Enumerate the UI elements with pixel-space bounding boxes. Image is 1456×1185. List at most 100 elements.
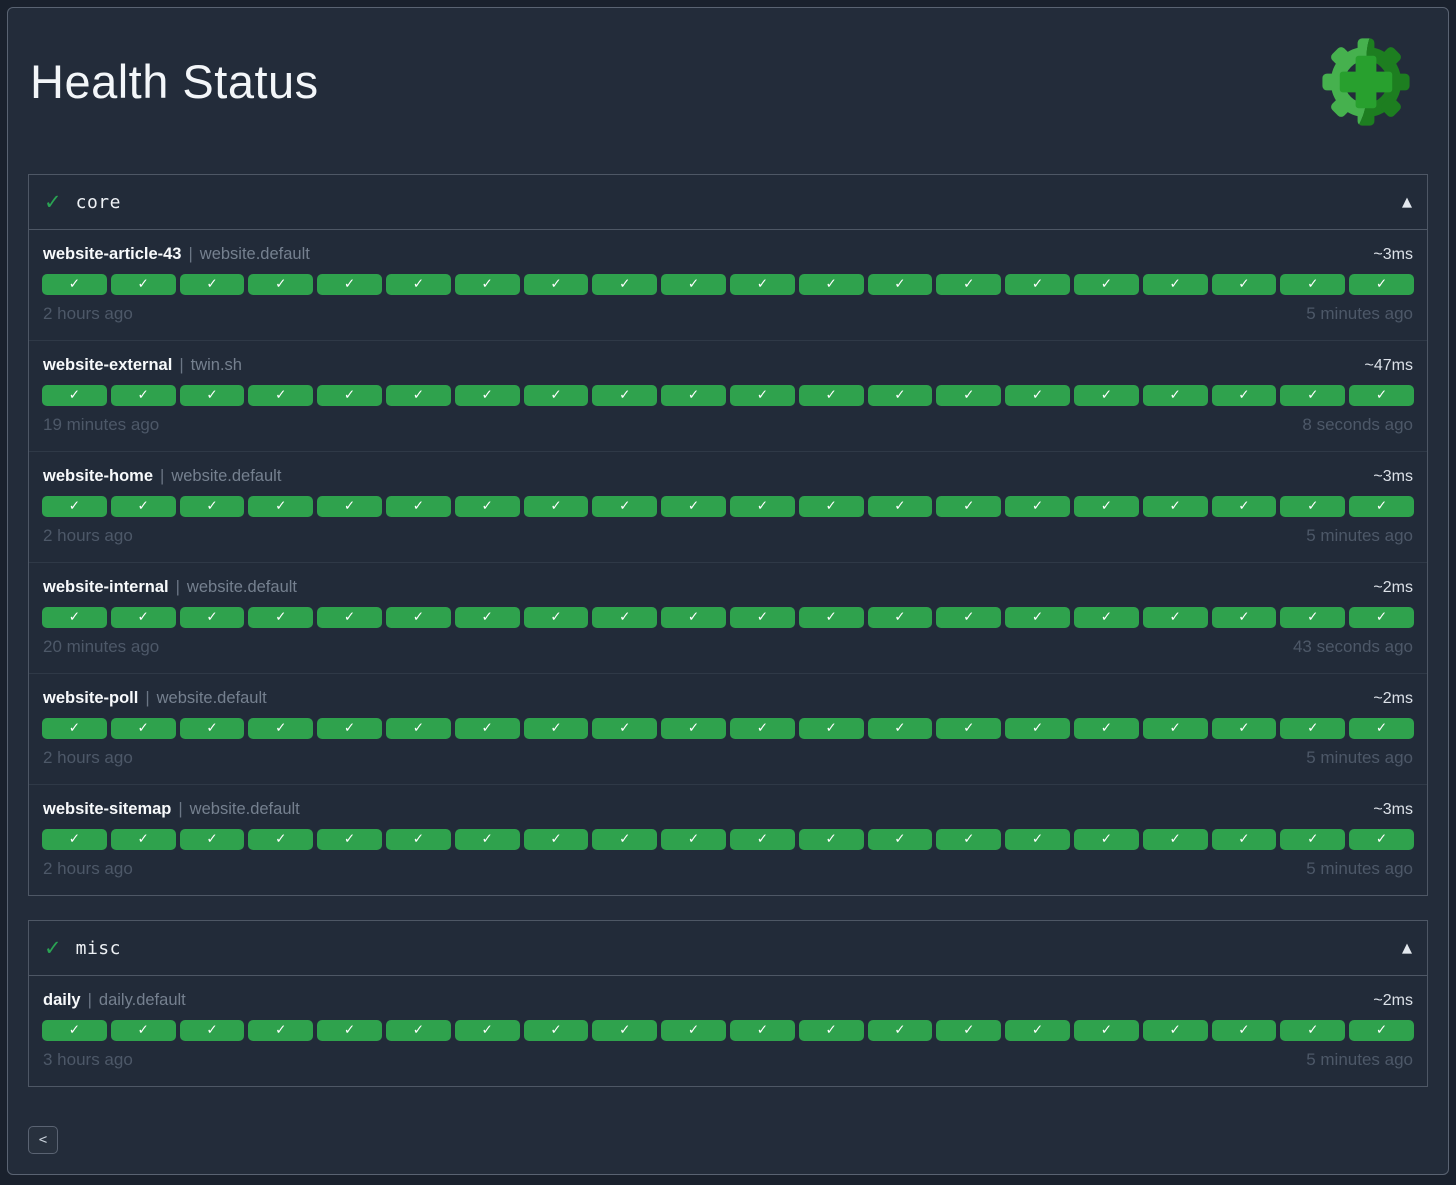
status-pill-up[interactable]: ✓: [1005, 496, 1070, 517]
status-pill-up[interactable]: ✓: [867, 385, 933, 406]
status-pill-up[interactable]: ✓: [523, 718, 589, 739]
status-pill-up[interactable]: ✓: [42, 718, 107, 739]
status-pill-up[interactable]: ✓: [1005, 829, 1070, 850]
status-pill-up[interactable]: ✓: [523, 385, 589, 406]
status-pill-up[interactable]: ✓: [42, 385, 107, 406]
status-pill-up[interactable]: ✓: [936, 496, 1002, 517]
status-pill-up[interactable]: ✓: [729, 718, 795, 739]
status-pill-up[interactable]: ✓: [1211, 274, 1277, 295]
status-pill-up[interactable]: ✓: [385, 718, 451, 739]
status-pill-up[interactable]: ✓: [110, 496, 176, 517]
status-pill-up[interactable]: ✓: [1142, 385, 1208, 406]
status-pill-up[interactable]: ✓: [936, 385, 1002, 406]
status-pill-up[interactable]: ✓: [1211, 496, 1277, 517]
status-pill-up[interactable]: ✓: [317, 496, 382, 517]
status-pill-up[interactable]: ✓: [1280, 1020, 1346, 1041]
status-pill-up[interactable]: ✓: [248, 1020, 314, 1041]
status-pill-up[interactable]: ✓: [1349, 496, 1414, 517]
status-pill-up[interactable]: ✓: [592, 607, 658, 628]
status-pill-up[interactable]: ✓: [248, 718, 314, 739]
status-pill-up[interactable]: ✓: [798, 607, 864, 628]
status-pill-up[interactable]: ✓: [661, 1020, 726, 1041]
status-pill-up[interactable]: ✓: [42, 829, 107, 850]
status-pill-up[interactable]: ✓: [936, 829, 1002, 850]
status-pill-up[interactable]: ✓: [661, 496, 726, 517]
status-pill-up[interactable]: ✓: [1349, 274, 1414, 295]
status-pill-up[interactable]: ✓: [523, 496, 589, 517]
status-pill-up[interactable]: ✓: [729, 1020, 795, 1041]
status-pill-up[interactable]: ✓: [385, 385, 451, 406]
status-pill-up[interactable]: ✓: [1280, 607, 1346, 628]
status-pill-up[interactable]: ✓: [1349, 607, 1414, 628]
status-pill-up[interactable]: ✓: [729, 274, 795, 295]
status-pill-up[interactable]: ✓: [42, 607, 107, 628]
status-pill-up[interactable]: ✓: [1211, 829, 1277, 850]
status-pill-up[interactable]: ✓: [523, 607, 589, 628]
status-pill-up[interactable]: ✓: [1073, 274, 1139, 295]
status-pill-up[interactable]: ✓: [385, 1020, 451, 1041]
status-pill-up[interactable]: ✓: [248, 385, 314, 406]
status-pill-up[interactable]: ✓: [1211, 607, 1277, 628]
status-pill-up[interactable]: ✓: [179, 718, 245, 739]
status-pill-up[interactable]: ✓: [1280, 496, 1346, 517]
status-pill-up[interactable]: ✓: [523, 1020, 589, 1041]
status-pill-up[interactable]: ✓: [1280, 274, 1346, 295]
status-pill-up[interactable]: ✓: [592, 274, 658, 295]
status-pill-up[interactable]: ✓: [1211, 718, 1277, 739]
status-pill-up[interactable]: ✓: [454, 385, 520, 406]
status-pill-up[interactable]: ✓: [1073, 718, 1139, 739]
status-pill-up[interactable]: ✓: [592, 385, 658, 406]
status-pill-up[interactable]: ✓: [385, 496, 451, 517]
section-header[interactable]: ✓ misc ▲: [29, 921, 1427, 976]
status-pill-up[interactable]: ✓: [592, 718, 658, 739]
status-pill-up[interactable]: ✓: [1349, 385, 1414, 406]
status-pill-up[interactable]: ✓: [661, 718, 726, 739]
status-pill-up[interactable]: ✓: [1005, 718, 1070, 739]
status-pill-up[interactable]: ✓: [317, 718, 382, 739]
status-pill-up[interactable]: ✓: [454, 607, 520, 628]
status-pill-up[interactable]: ✓: [1005, 274, 1070, 295]
status-pill-up[interactable]: ✓: [729, 385, 795, 406]
status-pill-up[interactable]: ✓: [1142, 1020, 1208, 1041]
status-pill-up[interactable]: ✓: [729, 607, 795, 628]
status-pill-up[interactable]: ✓: [936, 274, 1002, 295]
status-pill-up[interactable]: ✓: [1142, 829, 1208, 850]
status-pill-up[interactable]: ✓: [248, 274, 314, 295]
status-pill-up[interactable]: ✓: [1280, 829, 1346, 850]
status-pill-up[interactable]: ✓: [592, 829, 658, 850]
status-pill-up[interactable]: ✓: [1211, 385, 1277, 406]
status-pill-up[interactable]: ✓: [317, 385, 382, 406]
status-pill-up[interactable]: ✓: [798, 829, 864, 850]
status-pill-up[interactable]: ✓: [454, 829, 520, 850]
status-pill-up[interactable]: ✓: [454, 718, 520, 739]
status-pill-up[interactable]: ✓: [1349, 1020, 1414, 1041]
status-pill-up[interactable]: ✓: [1142, 496, 1208, 517]
status-pill-up[interactable]: ✓: [592, 1020, 658, 1041]
status-pill-up[interactable]: ✓: [1280, 385, 1346, 406]
status-pill-up[interactable]: ✓: [179, 829, 245, 850]
status-pill-up[interactable]: ✓: [1280, 718, 1346, 739]
collapse-arrow-icon[interactable]: ▲: [1402, 940, 1412, 956]
status-pill-up[interactable]: ✓: [592, 496, 658, 517]
status-pill-up[interactable]: ✓: [661, 385, 726, 406]
status-pill-up[interactable]: ✓: [110, 385, 176, 406]
status-pill-up[interactable]: ✓: [385, 274, 451, 295]
status-pill-up[interactable]: ✓: [798, 1020, 864, 1041]
status-pill-up[interactable]: ✓: [1142, 607, 1208, 628]
status-pill-up[interactable]: ✓: [1142, 274, 1208, 295]
status-pill-up[interactable]: ✓: [729, 829, 795, 850]
status-pill-up[interactable]: ✓: [248, 496, 314, 517]
status-pill-up[interactable]: ✓: [1073, 385, 1139, 406]
status-pill-up[interactable]: ✓: [936, 1020, 1002, 1041]
status-pill-up[interactable]: ✓: [1211, 1020, 1277, 1041]
status-pill-up[interactable]: ✓: [867, 274, 933, 295]
status-pill-up[interactable]: ✓: [1142, 718, 1208, 739]
status-pill-up[interactable]: ✓: [798, 385, 864, 406]
status-pill-up[interactable]: ✓: [42, 1020, 107, 1041]
status-pill-up[interactable]: ✓: [1073, 1020, 1139, 1041]
status-pill-up[interactable]: ✓: [454, 1020, 520, 1041]
status-pill-up[interactable]: ✓: [798, 718, 864, 739]
status-pill-up[interactable]: ✓: [936, 607, 1002, 628]
status-pill-up[interactable]: ✓: [179, 1020, 245, 1041]
previous-page-button[interactable]: <: [28, 1126, 58, 1154]
